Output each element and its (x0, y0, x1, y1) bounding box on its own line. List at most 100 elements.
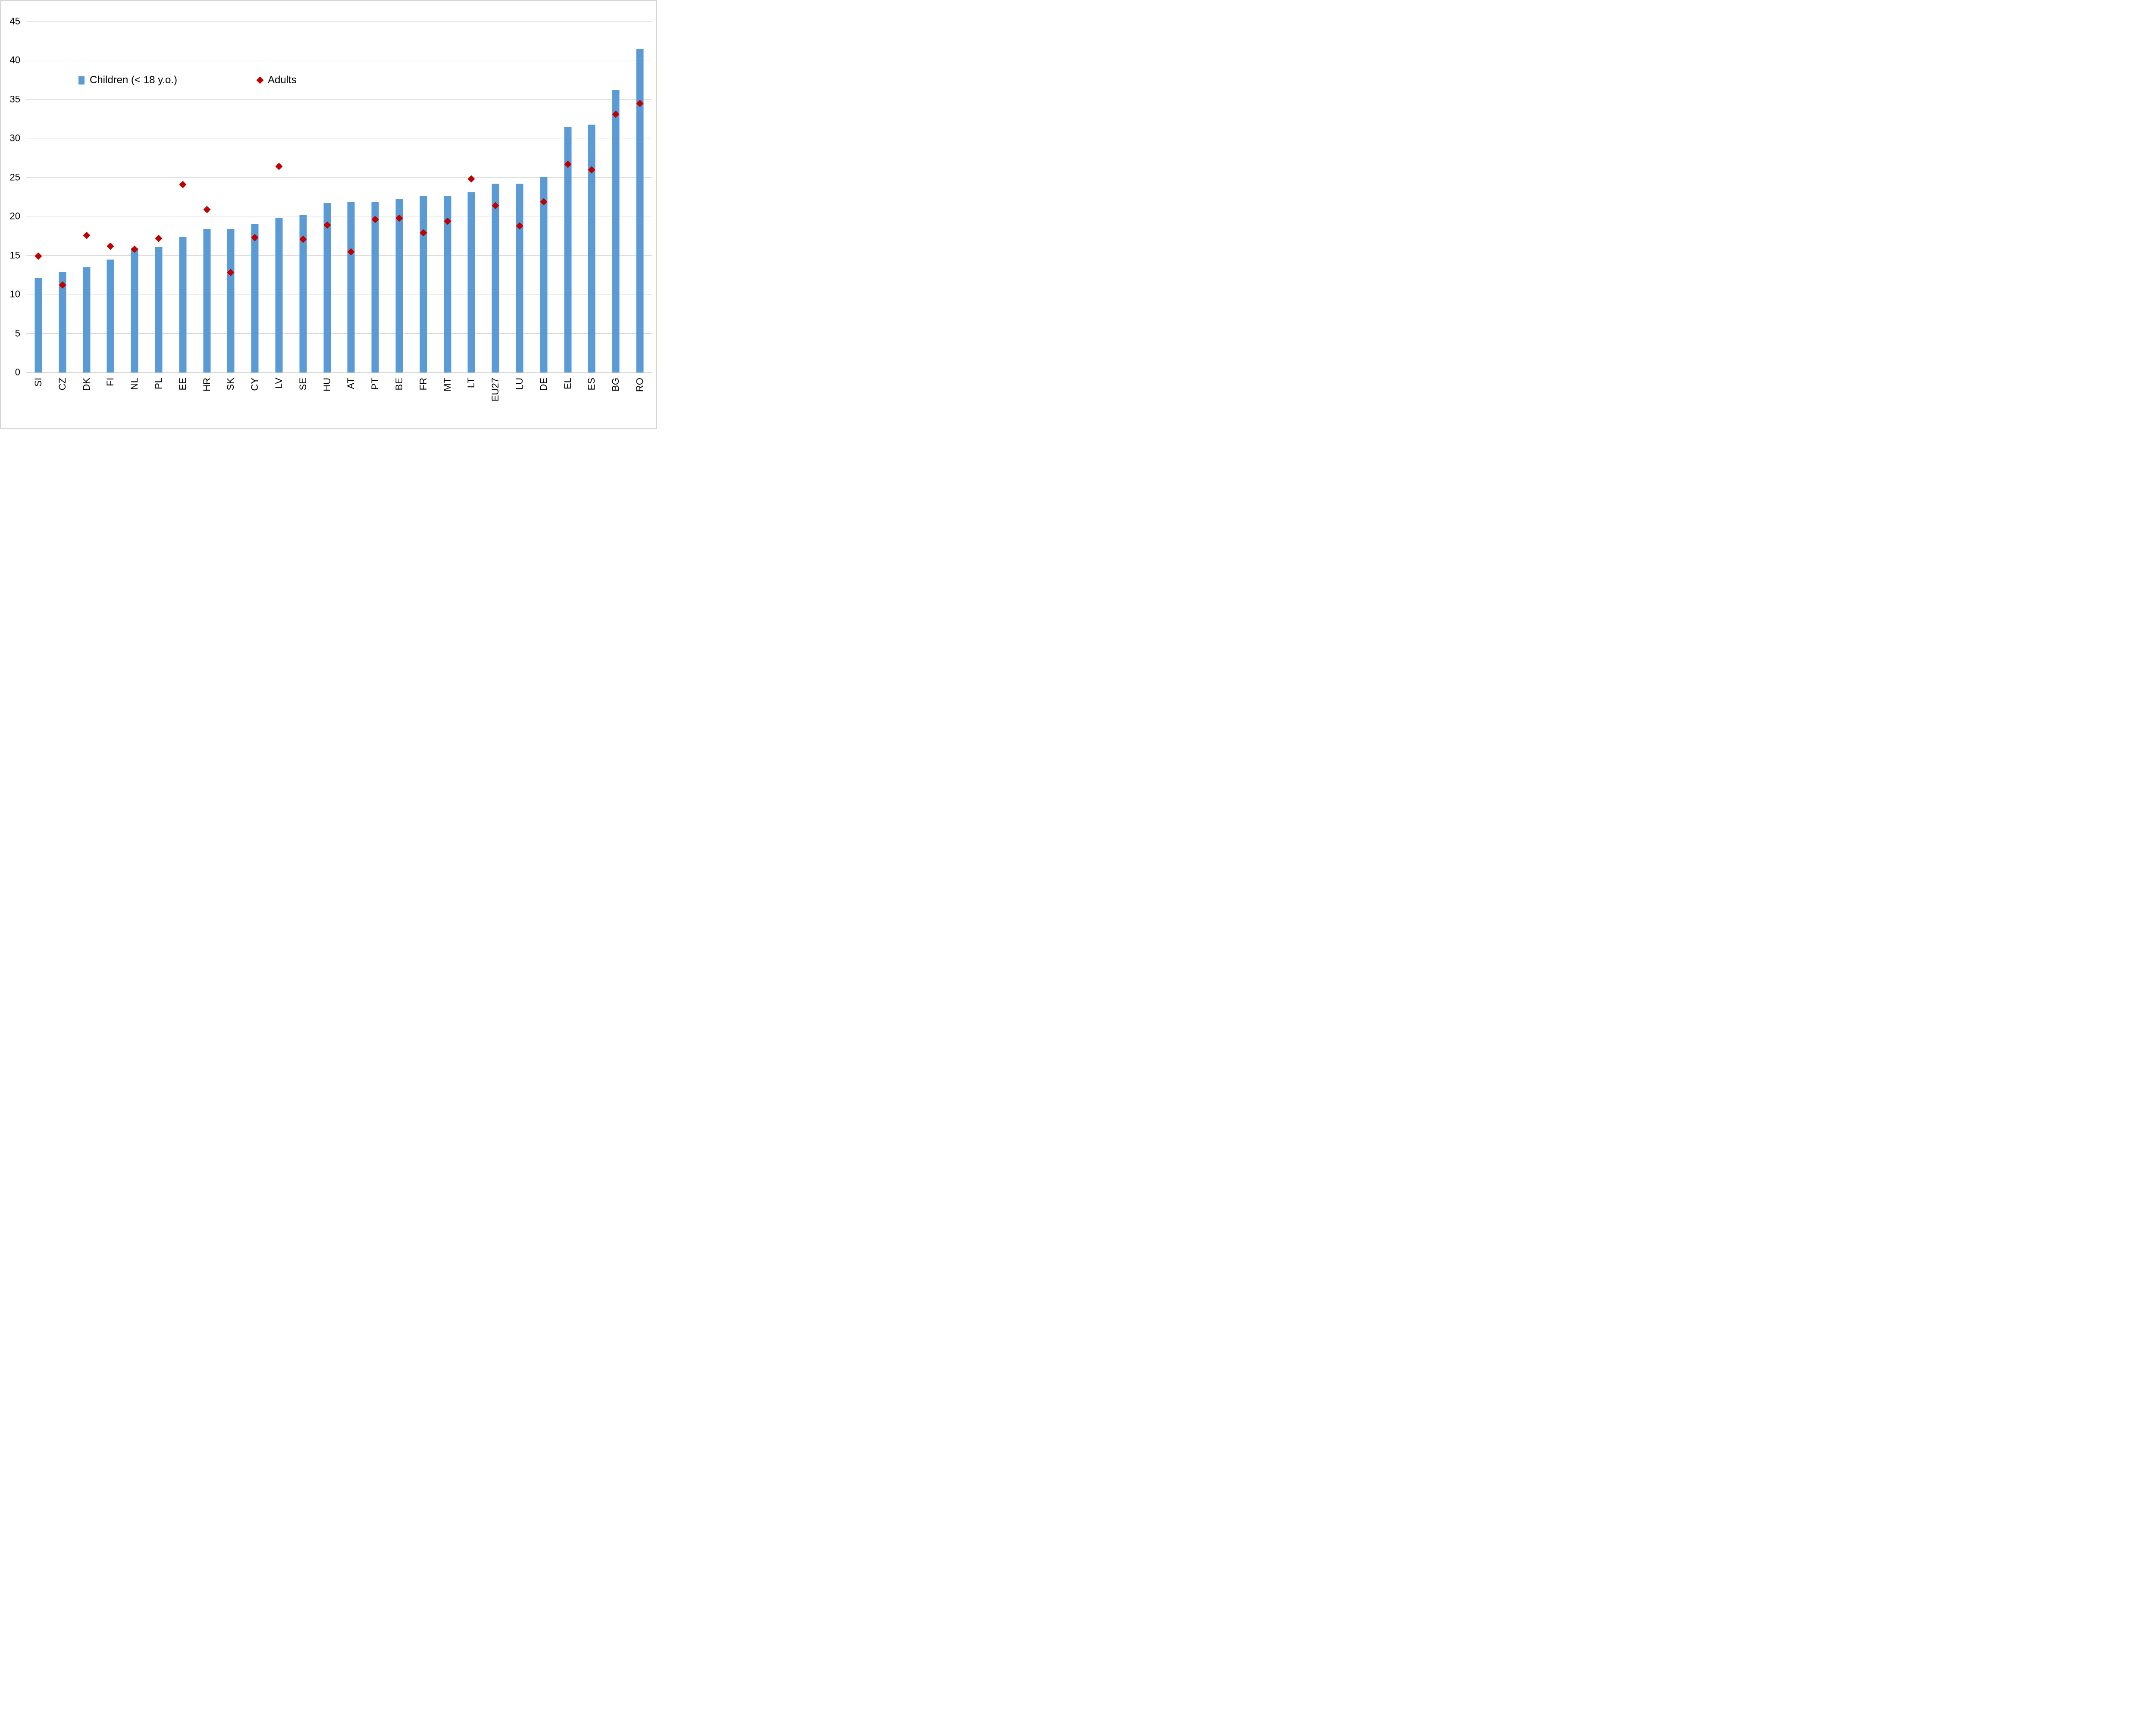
chart: Children (< 18 y.o.) Adults 0 5 10 15 20 25 30… (0, 0, 657, 429)
x-axis-label-slot: DE (538, 378, 549, 391)
x-axis-label-slot: FI (105, 378, 116, 386)
x-axis-label-slot: LT (466, 378, 477, 388)
x-axis-label-slot: EL (562, 378, 573, 389)
x-axis-label: DE (538, 378, 549, 391)
x-axis: SI CZ DK FI NL PL EE HR SK CY LV SE HU AT PT BE FR MT LT EU… (26, 378, 652, 427)
adults-diamond (179, 181, 187, 188)
x-axis-label: SE (297, 378, 308, 391)
x-axis-label: CZ (56, 378, 68, 391)
children-bar (299, 215, 307, 373)
x-axis-label: ES (586, 378, 597, 391)
adults-diamond (155, 235, 163, 242)
x-axis-label-slot: HU (322, 378, 333, 391)
adults-diamond (107, 242, 114, 250)
x-axis-label: EL (562, 378, 573, 389)
x-axis-label: LU (514, 378, 525, 390)
children-bar (227, 229, 235, 373)
adults-diamond (275, 163, 283, 170)
children-bar (203, 229, 211, 373)
x-axis-label: LV (273, 378, 284, 389)
y-gridline (26, 255, 652, 256)
x-axis-label: BE (394, 378, 405, 391)
x-axis-label-slot: FR (418, 378, 429, 390)
x-axis-label: NL (129, 378, 140, 390)
x-axis-label: FR (417, 378, 429, 391)
y-tick-label: 45 (9, 16, 20, 27)
y-gridline (26, 177, 652, 178)
y-tick-label: 10 (9, 288, 20, 300)
x-axis-label-slot: DK (81, 378, 92, 391)
x-axis-label-slot: AT (345, 378, 357, 389)
x-axis-label-slot: PL (153, 378, 164, 389)
y-tick-label: 25 (9, 172, 20, 183)
x-axis-label: DK (81, 378, 92, 391)
x-axis-label: PT (370, 378, 381, 390)
children-bar (492, 184, 499, 373)
x-axis-label: FI (105, 378, 116, 386)
children-bar-swatch-icon (78, 76, 85, 85)
legend-label-children: Children (< 18 y.o.) (90, 74, 177, 86)
children-bar (395, 199, 403, 373)
x-axis-label-slot: NL (129, 378, 140, 390)
y-tick-label: 40 (9, 54, 20, 66)
x-axis-label: SK (225, 378, 236, 391)
children-bar (131, 248, 138, 373)
x-axis-label-slot: PT (370, 378, 381, 390)
x-axis-label-slot: SI (33, 378, 44, 387)
x-axis-label: MT (442, 378, 453, 391)
x-axis-label-slot: HR (201, 378, 213, 391)
x-axis-label-slot: SK (225, 378, 236, 390)
adults-diamond (34, 252, 42, 260)
x-axis-label: CY (249, 378, 260, 391)
children-bar (155, 247, 163, 373)
x-axis-label: EE (177, 378, 188, 391)
y-tick-label: 35 (9, 94, 20, 105)
x-axis-label-slot: CY (249, 378, 260, 391)
children-bar (540, 176, 548, 373)
adults-diamond (83, 232, 91, 239)
y-tick-label: 15 (9, 250, 20, 261)
adults-diamond (203, 206, 211, 213)
adults-diamond-icon (256, 76, 264, 84)
x-axis-label-slot: BG (610, 378, 621, 391)
y-tick-label: 0 (15, 366, 20, 378)
x-axis-label: RO (634, 378, 646, 392)
x-axis-label: SI (32, 378, 44, 387)
y-gridline (26, 333, 652, 334)
x-axis-label-slot: LV (273, 378, 285, 388)
legend-item-adults: Adults (256, 74, 297, 86)
children-bar (59, 272, 66, 373)
children-bar (588, 124, 595, 373)
children-bar (467, 192, 475, 373)
legend-item-children: Children (< 18 y.o.) (78, 74, 177, 86)
children-bar (323, 203, 331, 373)
adults-diamond (467, 175, 475, 183)
children-bar (371, 201, 379, 373)
x-axis-line (26, 372, 652, 373)
x-axis-label: HU (321, 378, 332, 391)
x-axis-label-slot: EU27 (490, 378, 501, 401)
x-axis-label-slot: CZ (57, 378, 68, 390)
children-bar (251, 224, 259, 373)
y-gridline (26, 21, 652, 22)
children-bar (420, 196, 427, 373)
x-axis-label-slot: SE (298, 378, 309, 390)
legend-label-adults: Adults (267, 74, 297, 86)
y-tick-label: 30 (9, 132, 20, 144)
y-tick-label: 5 (15, 328, 20, 339)
x-axis-label: HR (201, 378, 212, 391)
children-bar (275, 218, 283, 373)
children-bar (564, 127, 572, 373)
x-axis-label: AT (345, 378, 357, 389)
children-bar (636, 49, 644, 373)
x-axis-label-slot: RO (634, 378, 646, 392)
x-axis-label-slot: ES (586, 378, 597, 390)
plot-area: Children (< 18 y.o.) Adults 0 5 10 15 20 25 30… (10, 16, 652, 377)
x-axis-label: EU27 (490, 378, 501, 402)
x-axis-label-slot: EE (177, 378, 188, 390)
children-bar (516, 184, 523, 373)
y-gridline (26, 99, 652, 100)
x-axis-label-slot: LU (514, 378, 525, 390)
x-axis-label: LT (466, 378, 477, 388)
x-axis-label-slot: BE (394, 378, 405, 390)
